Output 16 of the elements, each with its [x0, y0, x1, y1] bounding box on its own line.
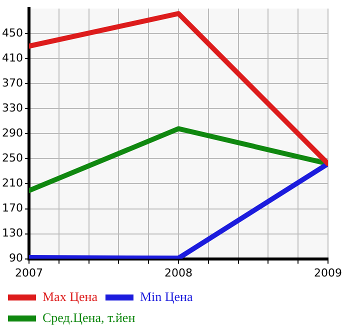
legend-label: Сред.Цена, т.йен — [42, 310, 136, 325]
y-tick-label: 170 — [2, 202, 23, 215]
x-tick-label: 2007 — [14, 266, 43, 280]
y-tick-label: 450 — [2, 26, 23, 40]
legend-label: Max Цена — [42, 288, 98, 304]
y-tick-label: 130 — [2, 226, 23, 240]
y-tick-label: 410 — [2, 52, 23, 64]
x-tick-label: 2008 — [164, 266, 192, 280]
legend-label: Min Цена — [140, 288, 193, 304]
y-tick-label: 370 — [2, 76, 23, 90]
y-tick-label: 330 — [2, 102, 23, 115]
y-tick-label: 90 — [8, 252, 23, 265]
y-tick-label: 290 — [2, 126, 23, 140]
x-tick-label: 2009 — [314, 266, 342, 280]
y-tick-label: 210 — [2, 176, 23, 190]
y-tick-label: 250 — [2, 152, 23, 165]
